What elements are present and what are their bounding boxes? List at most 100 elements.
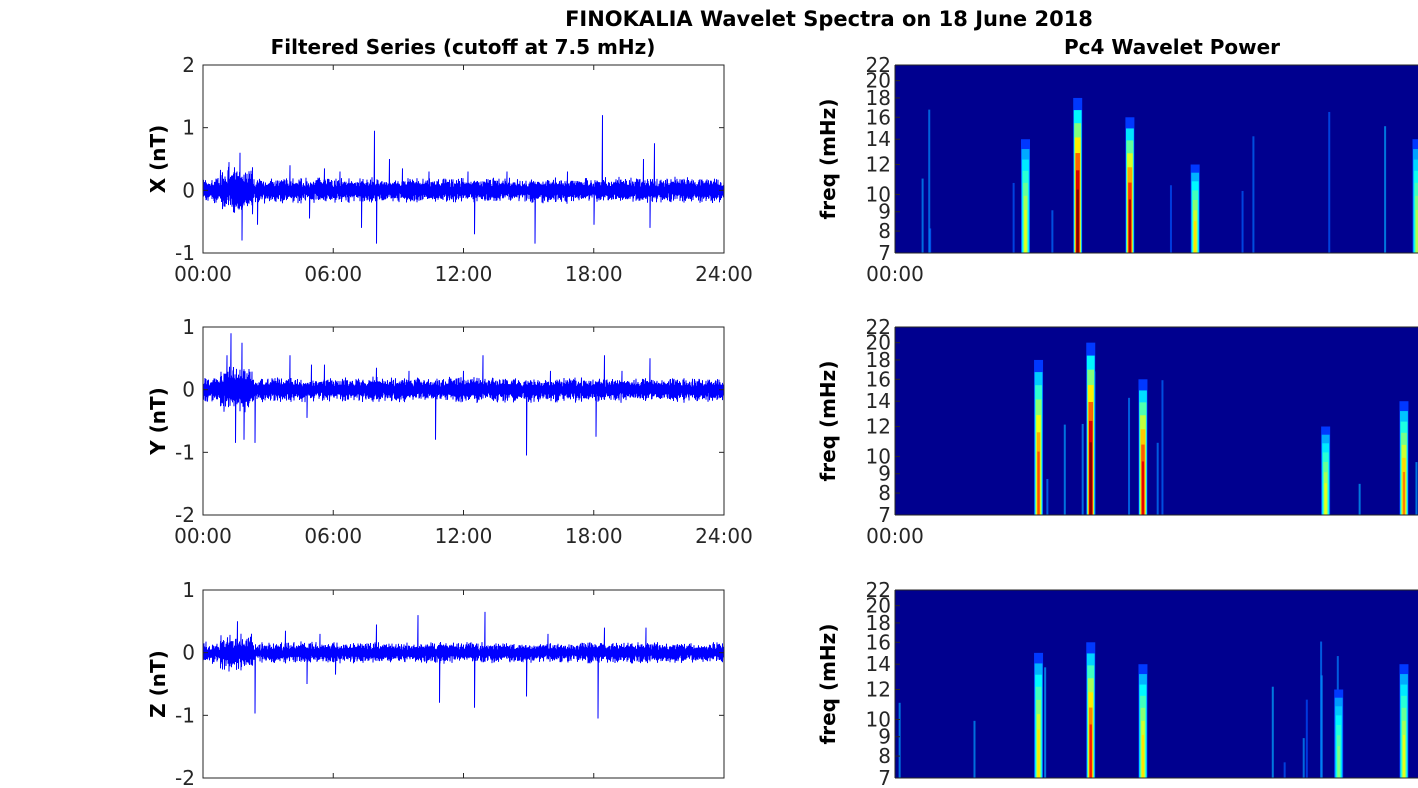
heatmap-cell [1161,380,1164,515]
heatmap-cell [1241,190,1244,253]
y-tick-label: -2 [175,503,195,527]
x-tick-label: 00:00 [174,524,232,548]
y-tick-label: 8 [878,744,891,768]
y-tick-label: 1 [182,116,195,140]
heatmap-cell [1063,424,1066,515]
y-tick-label: 20 [866,331,891,355]
y-axis-label: freq (mHz) [816,361,840,482]
plot-area [203,65,724,253]
heatmap-cell [1358,483,1361,515]
x-tick-label: 18:00 [565,524,623,548]
y-tick-label: 1 [182,578,195,602]
y-tick-label: 9 [878,725,891,749]
line-panel-1: 1 0 -1 -200:00 06:00 12:00 18:00 24:00 Y (nT) [146,315,753,548]
heatmap-cell [1302,738,1305,778]
y-tick-label: 8 [878,481,891,505]
heatmap-cell [1076,189,1079,253]
heatmap-cell [1089,442,1092,515]
plot-area [203,590,724,778]
heatmap-cell [1402,734,1406,778]
line-panel-2: 1 0 -1 -2 Z (nT) [146,578,725,788]
y-tick-label: 14 [866,652,891,676]
heatmap-cell [1384,126,1387,253]
y-tick-label: 10 [866,707,891,731]
y-tick-label: 8 [878,219,891,243]
heatmap-cell [1328,111,1331,253]
y-tick-label: 14 [866,389,891,413]
heatmap-panel-4: 2220181614121098700:0006:0012:0018:0000f… [816,315,1418,548]
x-tick-label: 18:00 [565,262,623,286]
y-tick-label: 20 [866,69,891,93]
heatmap-cell [1051,210,1054,253]
line-panel-0: 2 1 0 -100:00 06:00 12:00 18:00 24:00 X (nT) [146,53,753,286]
y-tick-label: 10 [866,444,891,468]
heatmap-cell [1044,667,1047,778]
x-tick-label: 06:00 [304,524,362,548]
y-tick-label: 18 [866,348,891,372]
x-tick-label: 00:00 [174,262,232,286]
heatmap-cell [1156,442,1159,515]
heatmap-cell [921,178,924,253]
y-tick-label: 20 [866,594,891,618]
heatmap-cell [1089,724,1092,778]
y-axis-label: X (nT) [146,125,170,194]
heatmap-cell [1415,209,1418,253]
heatmap-cell [1252,136,1255,253]
y-tick-label: 22 [866,578,891,602]
heatmap-cell [1037,729,1040,778]
y-tick-label: -2 [175,766,195,788]
heatmap-cell [1141,461,1145,515]
y-axis-label: Z (nT) [146,650,170,718]
y-tick-label: 22 [866,53,891,77]
figure-title: FINOKALIA Wavelet Spectra on 18 June 201… [565,7,1093,31]
y-tick-label: 0 [182,178,195,202]
x-tick-label: 12:00 [435,262,493,286]
y-tick-label: -1 [175,703,195,727]
heatmap-background [895,590,1418,778]
y-tick-label: 0 [182,641,195,665]
x-tick-label: 00:00 [866,524,924,548]
plot-area [203,327,724,515]
heatmap-cell [1271,686,1274,778]
y-tick-label: 10 [866,182,891,206]
heatmap-background [895,65,1418,253]
y-tick-label: 1 [182,315,195,339]
y-tick-label: 16 [866,105,891,129]
y-tick-label: -1 [175,440,195,464]
heatmap-cell [973,720,976,778]
y-tick-label: 18 [866,611,891,635]
y-tick-label: 7 [878,503,891,527]
heatmap-cell [1305,699,1308,778]
y-tick-label: -1 [175,241,195,265]
heatmap-cell [898,702,901,778]
heatmap-cell [1141,734,1145,778]
x-tick-label: 24:00 [695,262,753,286]
heatmap-cell [928,109,931,254]
heatmap-cell [1337,746,1340,778]
heatmap-cell [1320,641,1323,778]
y-tick-label: 16 [866,630,891,654]
heatmap-cell [1283,762,1286,778]
heatmap-cell [1402,471,1406,515]
y-tick-label: 0 [182,378,195,402]
y-tick-label: 12 [866,153,891,177]
heatmap-cell [1415,462,1418,515]
y-tick-label: 12 [866,415,891,439]
heatmap-cell [1128,397,1131,515]
y-axis-label: freq (mHz) [816,99,840,220]
y-tick-label: 18 [866,86,891,110]
y-axis-label: Y (nT) [146,387,170,456]
left-column-title: Filtered Series (cutoff at 7.5 mHz) [271,35,656,59]
x-tick-label: 24:00 [695,524,753,548]
x-tick-label: 06:00 [304,262,362,286]
heatmap-cell [1169,185,1172,253]
y-tick-label: 2 [182,53,195,77]
heatmap-panel-3: 2220181614121098700:0006:0012:0018:0000f… [816,53,1418,286]
heatmap-cell [1194,221,1197,253]
y-tick-label: 7 [878,766,891,788]
y-tick-label: 14 [866,127,891,151]
x-tick-label: 12:00 [435,524,493,548]
x-tick-label: 00:00 [866,262,924,286]
